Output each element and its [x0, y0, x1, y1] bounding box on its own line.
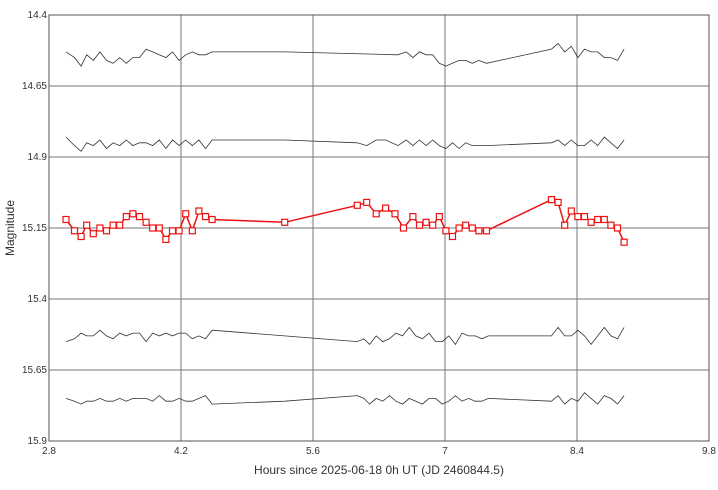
x-tick-label: 8.4 — [570, 446, 584, 457]
target-data-point — [162, 235, 170, 243]
target-data-point — [561, 221, 569, 229]
target-data-point — [448, 232, 457, 241]
y-tick-label: 15.65 — [22, 365, 47, 376]
y-tick-label: 14.9 — [28, 152, 48, 163]
y-tick-label: 15.4 — [28, 294, 48, 305]
target-data-point — [567, 207, 575, 215]
x-tick-label: 4.2 — [174, 446, 188, 457]
y-tick-labels: 14.4 14.65 14.9 15.15 15.4 15.65 15.9 — [22, 10, 47, 447]
target-data-point — [587, 218, 595, 226]
target-data-point — [353, 201, 361, 209]
target-data-point — [415, 221, 424, 229]
target-data-point — [409, 213, 417, 221]
target-data-point — [600, 215, 608, 224]
comparison-star-series-3 — [65, 326, 625, 346]
target-line — [65, 198, 625, 243]
comparison-line — [65, 136, 625, 152]
target-data-point — [155, 224, 163, 232]
target-data-point — [135, 213, 144, 221]
target-data-point — [122, 213, 130, 221]
target-data-point — [363, 198, 371, 206]
target-data-point — [175, 227, 183, 235]
target-data-point — [62, 215, 70, 224]
target-data-point — [168, 227, 177, 235]
target-data-point — [195, 207, 203, 215]
target-data-point — [201, 213, 210, 221]
target-data-point — [435, 213, 443, 221]
target-data-point — [475, 227, 483, 235]
target-data-point — [281, 218, 289, 226]
x-tick-label: 2.8 — [42, 446, 56, 457]
target-data-point — [468, 224, 476, 232]
target-data-point — [382, 204, 390, 212]
target-data-point — [208, 215, 216, 224]
target-data-point — [70, 227, 79, 235]
comparison-star-series-0 — [65, 42, 625, 67]
target-data-point — [442, 227, 450, 235]
target-data-point — [580, 213, 589, 221]
x-tick-label: 9.8 — [702, 446, 716, 457]
target-data-point — [83, 221, 91, 229]
y-axis-label: Magnitude — [3, 200, 17, 256]
target-data-point — [547, 196, 556, 204]
target-data-point — [188, 227, 196, 235]
target-data-point — [391, 210, 399, 218]
y-tick-label: 15.9 — [28, 436, 48, 447]
target-data-point — [109, 221, 117, 229]
comparison-line — [65, 392, 625, 405]
x-tick-label: 7 — [442, 446, 448, 457]
target-data-point — [142, 218, 150, 226]
plot-frame — [48, 14, 710, 442]
target-data-point — [620, 238, 628, 246]
comparison-line — [65, 42, 625, 67]
y-tick-label: 14.65 — [22, 81, 47, 92]
target-data-point — [574, 213, 582, 221]
target-data-point — [102, 227, 111, 235]
comparison-star-series-1 — [65, 136, 625, 152]
target-data-point — [149, 224, 157, 232]
target-data-point — [372, 210, 380, 218]
y-tick-label: 14.4 — [28, 10, 48, 21]
target-data-point — [116, 221, 124, 229]
target-data-point — [429, 221, 437, 229]
comparison-line — [65, 326, 625, 346]
x-tick-label: 5.6 — [306, 446, 320, 457]
target-data-point — [482, 227, 491, 235]
target-data-point — [554, 198, 562, 206]
series-layer — [62, 42, 628, 405]
target-data-point — [607, 221, 615, 229]
y-tick-label: 15.15 — [22, 223, 47, 234]
target-data-point — [77, 232, 85, 241]
target-data-point — [613, 224, 622, 232]
target-data-point — [89, 230, 97, 238]
x-axis-label: Hours since 2025-06-18 0h UT (JD 2460844… — [254, 463, 504, 477]
target-data-point — [399, 224, 408, 232]
comparison-star-series-4 — [65, 392, 625, 405]
target-data-point — [96, 224, 104, 232]
target-data-point — [455, 224, 463, 232]
target-data-point — [182, 210, 190, 218]
target-data-point — [462, 221, 470, 229]
target-data-point — [594, 215, 602, 224]
x-tick-labels: 2.8 4.2 5.6 7 8.4 9.8 — [42, 446, 716, 457]
target-star-series — [62, 196, 628, 246]
target-data-point — [129, 210, 137, 218]
target-data-point — [422, 218, 430, 226]
